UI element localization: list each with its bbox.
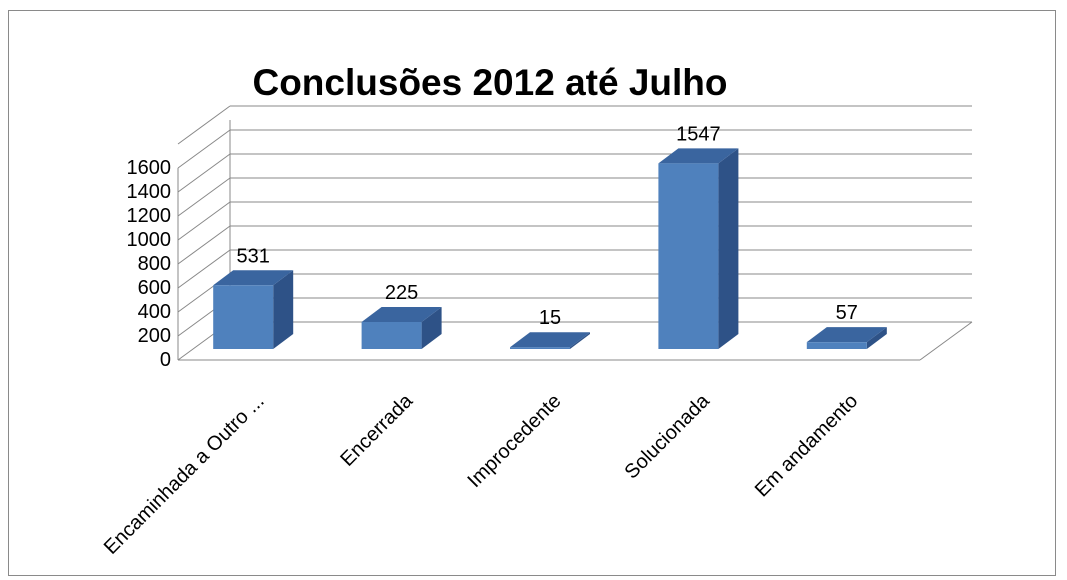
category-labels: Encaminhada a Outro ... Encerrada Improced… xyxy=(100,389,862,558)
y-tick-label: 1200 xyxy=(127,205,172,227)
category-label: Encaminhada a Outro ... xyxy=(100,390,269,559)
y-tick-label: 1600 xyxy=(127,157,172,179)
gridline-side xyxy=(177,201,231,241)
gridline-side xyxy=(177,153,231,193)
chart-title: Conclusões 2012 até Julho xyxy=(252,62,728,103)
data-label: 57 xyxy=(836,302,858,324)
gridline-side xyxy=(177,105,231,145)
data-label: 15 xyxy=(539,307,561,329)
category-label: Improcedente xyxy=(464,390,566,492)
bar-side xyxy=(718,148,739,349)
bar-top xyxy=(806,327,887,343)
bar-side xyxy=(421,307,442,349)
bar-top xyxy=(213,270,294,286)
floor-right-edge xyxy=(919,321,973,361)
y-tick-label: 600 xyxy=(138,277,171,299)
data-label: 531 xyxy=(237,245,270,267)
gridline-side xyxy=(177,249,231,289)
bar xyxy=(806,342,867,349)
bar-side xyxy=(866,327,887,349)
category-label: Encerrada xyxy=(336,389,417,470)
y-tick-label: 800 xyxy=(138,253,171,275)
bar-side xyxy=(273,270,294,349)
y-tick-label: 1400 xyxy=(127,181,172,203)
y-tick-label: 200 xyxy=(138,325,171,347)
gridline-side xyxy=(177,225,231,265)
gridline-side xyxy=(177,177,231,217)
gridline-side xyxy=(177,129,231,169)
y-tick-label: 400 xyxy=(138,301,171,323)
y-tick-label: 0 xyxy=(160,349,171,371)
chart-area xyxy=(8,10,1056,576)
y-tick-label: 1000 xyxy=(127,229,172,251)
bar-top xyxy=(361,307,442,322)
category-label: Em andamento xyxy=(751,390,862,501)
data-labels: 531 225 15 1547 57 xyxy=(237,123,858,329)
data-label: 1547 xyxy=(676,123,721,145)
bar-top xyxy=(510,332,590,348)
bars xyxy=(213,148,887,349)
bar-side xyxy=(570,332,590,349)
bar xyxy=(510,347,570,349)
bar xyxy=(658,163,719,349)
category-label: Solucionada xyxy=(621,389,715,483)
bar-top xyxy=(658,148,739,164)
bar xyxy=(361,322,422,349)
bar xyxy=(213,285,274,349)
data-label: 225 xyxy=(385,282,418,304)
